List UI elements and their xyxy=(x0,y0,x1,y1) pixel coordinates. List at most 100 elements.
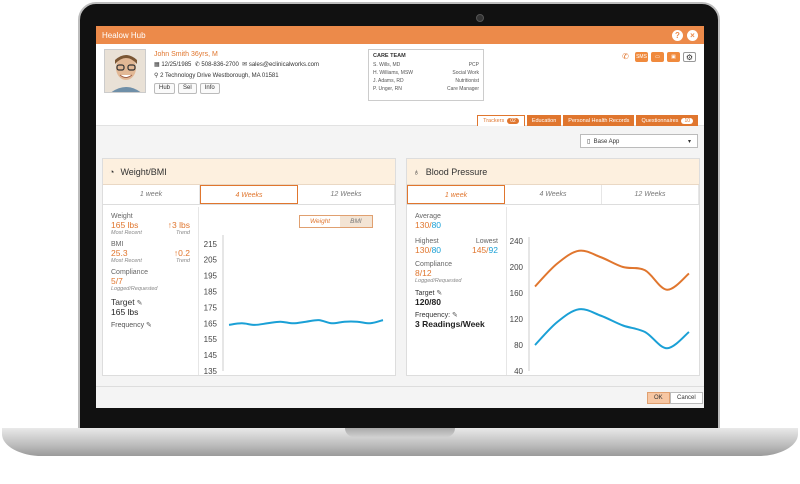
weight-bmi-card: ◔ Weight/BMI 1 week 4 Weeks 12 Weeks Wei… xyxy=(102,158,396,376)
tab-trackers[interactable]: Trackers 02 xyxy=(477,115,525,126)
pencil-icon[interactable]: ✎ xyxy=(136,300,143,307)
bp-range-1-week[interactable]: 1 week xyxy=(407,185,505,204)
highest-dia: 80 xyxy=(431,245,442,255)
weight-range-12-weeks[interactable]: 12 Weeks xyxy=(298,185,395,204)
bp-stats: Average 130/80 Highest Lowest 130/80 145… xyxy=(407,207,507,375)
chevron-down-icon: ▾ xyxy=(687,138,691,145)
bp-range-tabs: 1 week 4 Weeks 12 Weeks xyxy=(407,185,699,205)
weight-range-1-week[interactable]: 1 week xyxy=(103,185,200,204)
weight-bmi-toggle: Weight BMI xyxy=(299,215,373,228)
highest-label: Highest xyxy=(415,238,439,245)
y-tick-label: 185 xyxy=(204,287,218,296)
y-tick-label: 80 xyxy=(514,341,523,350)
calendar-icon: ▦ xyxy=(154,62,160,68)
compliance-label: Compliance xyxy=(111,269,148,276)
laptop-notch xyxy=(345,428,455,437)
tab-bar: Trackers 02 Education Personal Health Rec… xyxy=(477,115,698,126)
toggle-weight[interactable]: Weight xyxy=(300,216,341,227)
video-icon[interactable]: ▣ xyxy=(667,52,680,62)
y-tick-label: 195 xyxy=(204,272,218,281)
bp-compliance-sub: Logged/Requested xyxy=(415,278,462,284)
questionnaires-badge: 10 xyxy=(681,117,693,124)
patient-address: 2 Technology Drive Westborough, MA 01581 xyxy=(160,73,279,79)
patient-name[interactable]: John Smith 36yrs, M xyxy=(154,51,218,58)
help-icon[interactable]: ? xyxy=(672,29,683,41)
weight-chart: 215 205 195 185 175 165 155 145 135 xyxy=(204,235,384,376)
bmi-trend-sub: Trend xyxy=(176,258,190,264)
weight-trend-sub: Trend xyxy=(176,230,190,236)
patient-email: sales@eclinicalworks.com xyxy=(248,62,319,68)
target-value: 165 lbs xyxy=(111,307,139,317)
frequency-label: Frequency xyxy=(111,322,145,329)
care-team-row: H. Williams, MSW Social Work xyxy=(373,70,479,76)
info-chip[interactable]: Info xyxy=(199,83,220,94)
lowest-dia: 92 xyxy=(488,245,498,255)
monitor-icon[interactable]: ▭ xyxy=(651,52,664,62)
tab-personal-health-records[interactable]: Personal Health Records xyxy=(563,115,635,126)
bmi-value: 25.3 xyxy=(111,248,128,258)
series-line-0 xyxy=(534,249,690,291)
scale-icon: ◔ xyxy=(109,166,115,177)
bp-range-12-weeks[interactable]: 12 Weeks xyxy=(602,185,699,204)
header-actions: ✆ SMS ▭ ▣ ⚙ xyxy=(619,52,696,62)
pencil-icon[interactable]: ✎ xyxy=(146,322,152,329)
patient-phone: 508-836-2700 xyxy=(201,62,239,68)
title-bar: Healow Hub ? × xyxy=(96,26,704,44)
weight-value: 165 lbs xyxy=(111,220,139,230)
weight-sub: Most Recent xyxy=(111,230,142,236)
camera-icon xyxy=(476,14,484,22)
close-icon[interactable]: × xyxy=(687,29,698,41)
patient-header: John Smith 36yrs, M ▦ 12/25/1985 ✆ 508-8… xyxy=(96,44,704,126)
compliance-sub: Logged/Requested xyxy=(111,286,158,292)
care-team-row: S. Wills, MD PCP xyxy=(373,62,479,68)
stethoscope-icon: ♁ xyxy=(413,166,420,177)
app-select[interactable]: ▯ Base App ▾ xyxy=(580,134,698,148)
y-tick-label: 175 xyxy=(204,303,218,312)
tab-education[interactable]: Education xyxy=(526,115,562,126)
y-tick-label: 135 xyxy=(204,367,218,376)
target-label: Target xyxy=(111,297,135,307)
y-tick-label: 155 xyxy=(204,335,218,344)
gear-icon[interactable]: ⚙ xyxy=(683,52,696,62)
bmi-sub: Most Recent xyxy=(111,258,142,264)
weight-stats: Weight 165 lbs ↑3 lbs Most Recent Trend … xyxy=(103,207,199,375)
weight-range-4-weeks[interactable]: 4 Weeks xyxy=(200,185,298,204)
tab-questionnaires[interactable]: Questionnaires 10 xyxy=(636,115,698,126)
pencil-icon[interactable]: ✎ xyxy=(436,290,443,297)
bmi-trend: 0.2 xyxy=(178,248,190,258)
series-line-1 xyxy=(534,308,690,350)
phone-call-icon[interactable]: ✆ xyxy=(622,52,629,61)
hub-chip[interactable]: Hub xyxy=(154,83,176,94)
sel-chip[interactable]: Sel xyxy=(178,83,197,94)
arrow-up-icon: ↑ xyxy=(173,248,179,258)
average-label: Average xyxy=(415,213,441,220)
bp-target-value: 120/80 xyxy=(415,297,441,307)
bp-range-4-weeks[interactable]: 4 Weeks xyxy=(505,185,602,204)
y-tick-label: 120 xyxy=(510,315,524,324)
y-tick-label: 165 xyxy=(204,319,218,328)
y-tick-label: 205 xyxy=(204,256,218,265)
y-tick-label: 40 xyxy=(514,367,523,376)
sms-icon[interactable]: SMS xyxy=(635,52,648,62)
app-screen: Healow Hub ? × John Smith 36yrs, M xyxy=(96,26,704,408)
bp-target-label: Target xyxy=(415,290,435,297)
avatar xyxy=(104,49,146,93)
toggle-bmi[interactable]: BMI xyxy=(340,216,372,227)
bp-chart: 240 200 160 120 80 40 xyxy=(510,237,690,376)
ok-button[interactable]: OK xyxy=(647,392,670,404)
y-tick-label: 200 xyxy=(510,263,524,272)
care-team-title: CARE TEAM xyxy=(373,53,406,59)
app-select-value: Base App xyxy=(593,138,620,145)
weight-label: Weight xyxy=(111,213,133,220)
weight-range-tabs: 1 week 4 Weeks 12 Weeks xyxy=(103,185,395,205)
bp-compliance-label: Compliance xyxy=(415,261,452,268)
pencil-icon[interactable]: ✎ xyxy=(451,312,458,319)
bp-compliance-value: 8/12 xyxy=(415,268,432,278)
arrow-up-icon: ↑ xyxy=(167,220,173,230)
patient-dob: 12/25/1985 xyxy=(161,62,192,68)
bp-frequency-value: 3 Readings/Week xyxy=(415,319,485,329)
cancel-button[interactable]: Cancel xyxy=(670,392,703,404)
location-icon: ⚲ xyxy=(154,73,159,79)
weight-card-title: Weight/BMI xyxy=(120,166,167,177)
